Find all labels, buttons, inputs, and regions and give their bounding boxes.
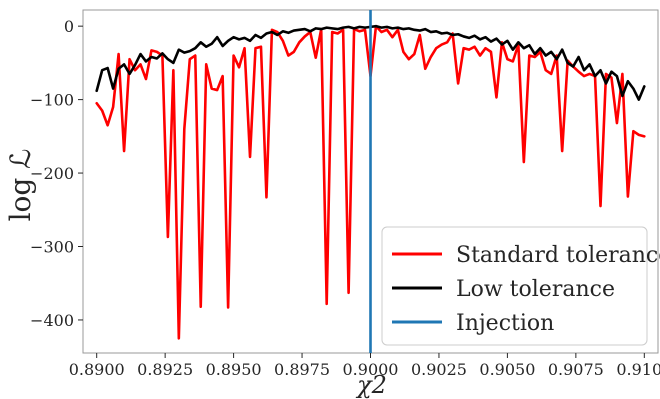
y-tick-label: −200 xyxy=(30,164,74,183)
y-tick-label: −400 xyxy=(30,311,74,330)
x-axis: 0.8900 0.8925 0.8950 0.8975 0.9000 0.9025 0.90… xyxy=(69,353,660,379)
legend-label-injection: Injection xyxy=(456,311,554,336)
x-tick-label: 0.9000 xyxy=(343,360,399,379)
x-tick-label: 0.9075 xyxy=(548,360,604,379)
x-tick-label: 0.8900 xyxy=(69,360,125,379)
x-tick-label: 0.8925 xyxy=(137,360,193,379)
y-tick-label: 0 xyxy=(64,17,74,36)
legend: Standard tolerance Low tolerance Injecti… xyxy=(381,226,660,346)
y-axis: 0 −100 −200 −300 −400 xyxy=(30,17,83,330)
legend-label-low: Low tolerance xyxy=(456,277,615,302)
x-tick-label: 0.9025 xyxy=(411,360,467,379)
legend-box xyxy=(381,226,648,346)
x-tick-label: 0.9050 xyxy=(479,360,535,379)
legend-label-standard: Standard tolerance xyxy=(456,243,660,268)
x-axis-label: χ2 xyxy=(355,371,387,399)
y-axis-label: log ℒ xyxy=(4,149,37,222)
x-tick-label: 0.8975 xyxy=(274,360,330,379)
y-tick-label: −300 xyxy=(30,238,74,257)
x-tick-label: 0.8950 xyxy=(206,360,262,379)
y-tick-label: −100 xyxy=(30,91,74,110)
